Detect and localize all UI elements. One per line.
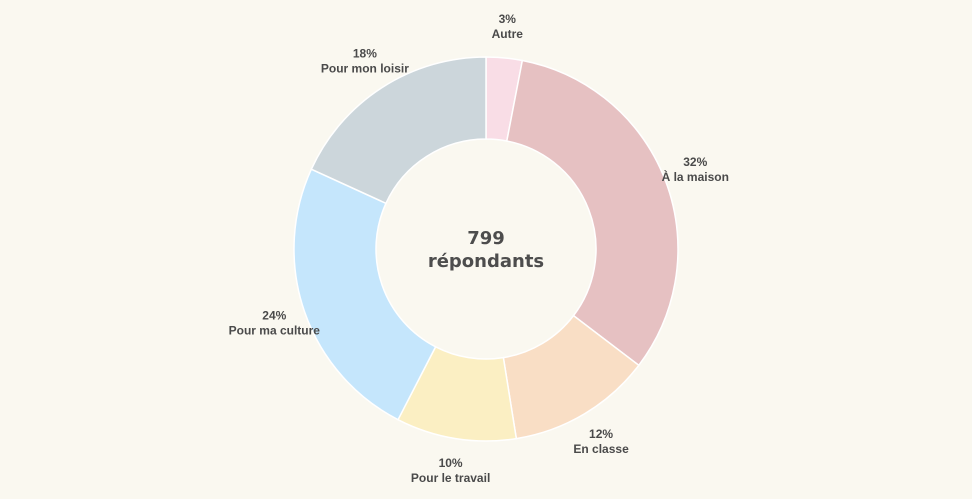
- center-value: 799: [467, 228, 505, 249]
- center-label: 799 répondants: [428, 228, 544, 272]
- slice-label-autre: 3%Autre: [492, 12, 524, 41]
- slice-percent-label: 10%: [439, 456, 463, 470]
- slice-category-label: Autre: [492, 27, 524, 41]
- slice-a-la-maison: [505, 59, 679, 367]
- slice-label-en-classe: 12%En classe: [573, 427, 629, 456]
- center-text: répondants: [428, 251, 544, 272]
- slice-percent-label: 3%: [499, 12, 517, 26]
- slice-percent-label: 24%: [262, 308, 286, 322]
- slice-category-label: Pour ma culture: [229, 323, 321, 337]
- slice-percent-label: 18%: [353, 47, 377, 61]
- slice-label-pour-ma-culture: 24%Pour ma culture: [229, 308, 321, 337]
- slice-category-label: En classe: [573, 442, 629, 456]
- slice-pour-ma-culture: [293, 168, 437, 421]
- slice-pour-mon-loisir: [310, 56, 487, 205]
- slice-category-label: Pour le travail: [411, 471, 490, 485]
- slice-label-pour-le-travail: 10%Pour le travail: [411, 456, 490, 485]
- slice-category-label: Pour mon loisir: [321, 62, 409, 76]
- slice-label-a-la-maison: 32%À la maison: [662, 155, 729, 184]
- slices-layer: [293, 56, 679, 442]
- slice-label-pour-mon-loisir: 18%Pour mon loisir: [321, 47, 409, 76]
- slice-category-label: À la maison: [662, 169, 729, 184]
- slice-percent-label: 12%: [589, 427, 613, 441]
- slice-percent-label: 32%: [683, 155, 707, 169]
